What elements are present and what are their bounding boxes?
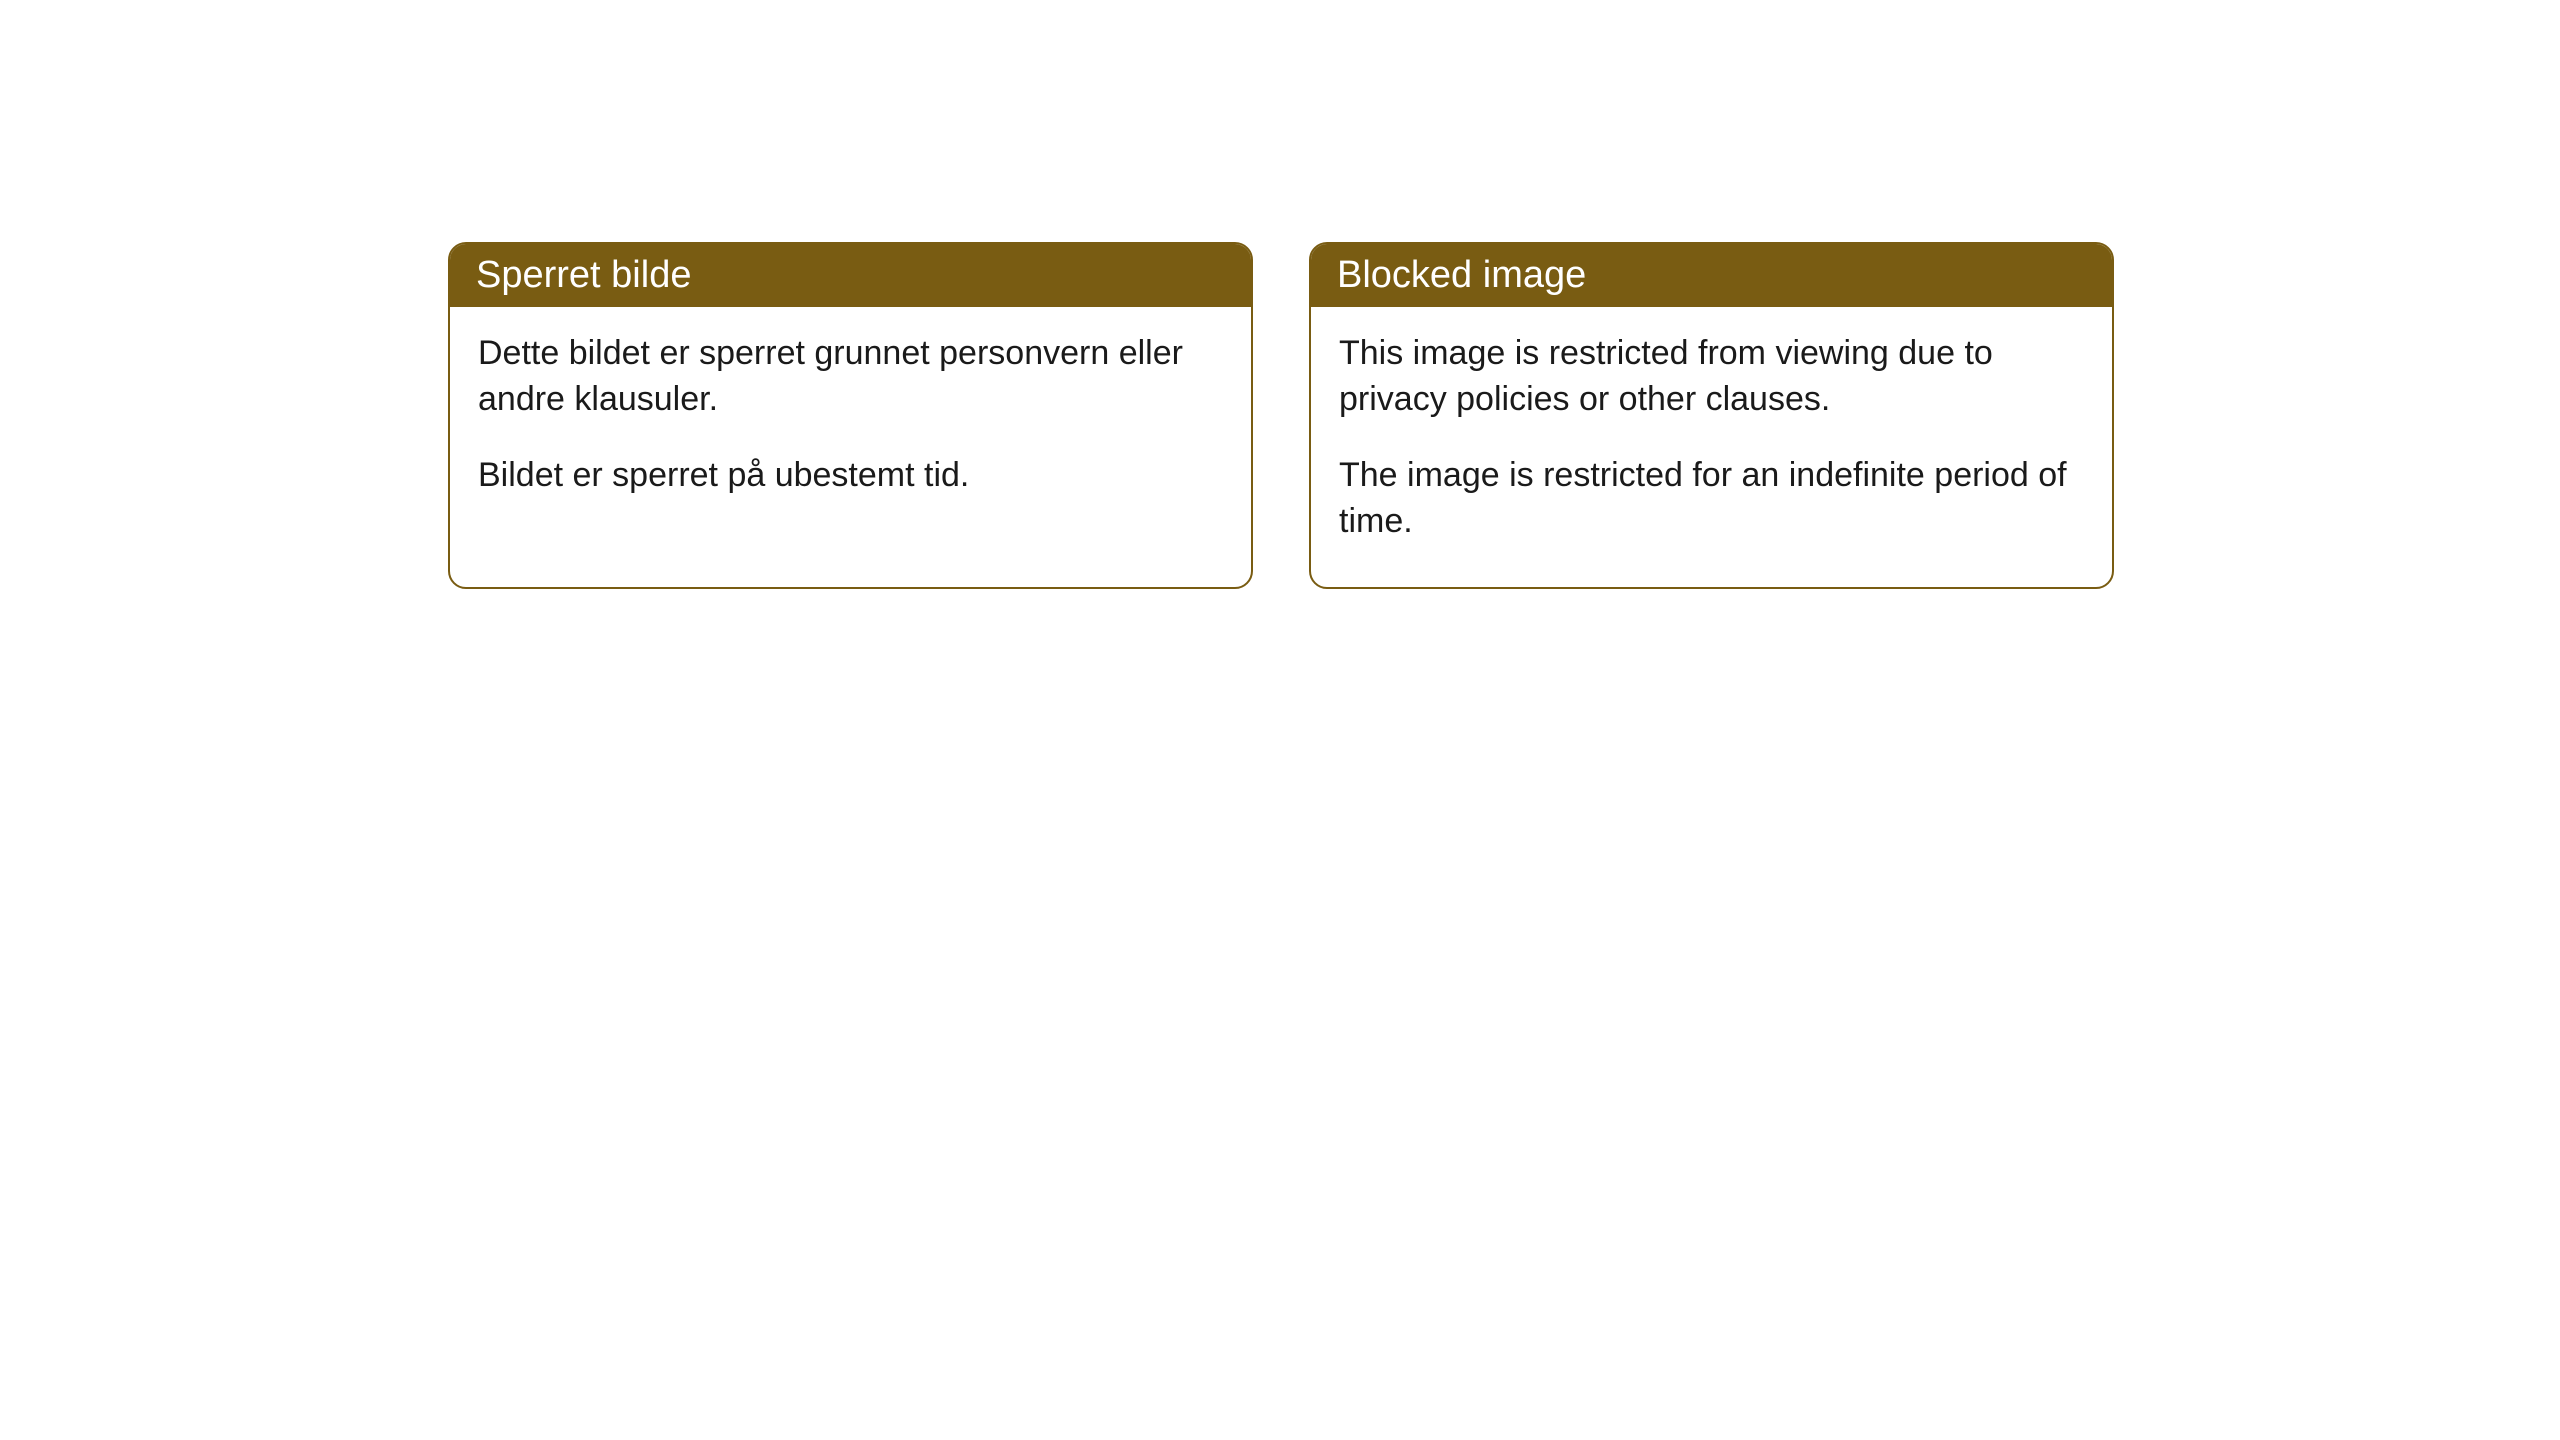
blocked-image-card-en: Blocked image This image is restricted f… [1309,242,2114,589]
blocked-image-card-no: Sperret bilde Dette bildet er sperret gr… [448,242,1253,589]
card-title-en: Blocked image [1337,254,1586,296]
card-header-no: Sperret bilde [450,244,1251,307]
card-body-no: Dette bildet er sperret grunnet personve… [450,307,1251,541]
card-paragraph-no-1: Dette bildet er sperret grunnet personve… [478,331,1223,423]
card-paragraph-en-2: The image is restricted for an indefinit… [1339,453,2084,545]
card-paragraph-en-1: This image is restricted from viewing du… [1339,331,2084,423]
cards-container: Sperret bilde Dette bildet er sperret gr… [448,242,2114,589]
card-title-no: Sperret bilde [476,254,691,296]
card-body-en: This image is restricted from viewing du… [1311,307,2112,587]
card-header-en: Blocked image [1311,244,2112,307]
card-paragraph-no-2: Bildet er sperret på ubestemt tid. [478,453,1223,499]
